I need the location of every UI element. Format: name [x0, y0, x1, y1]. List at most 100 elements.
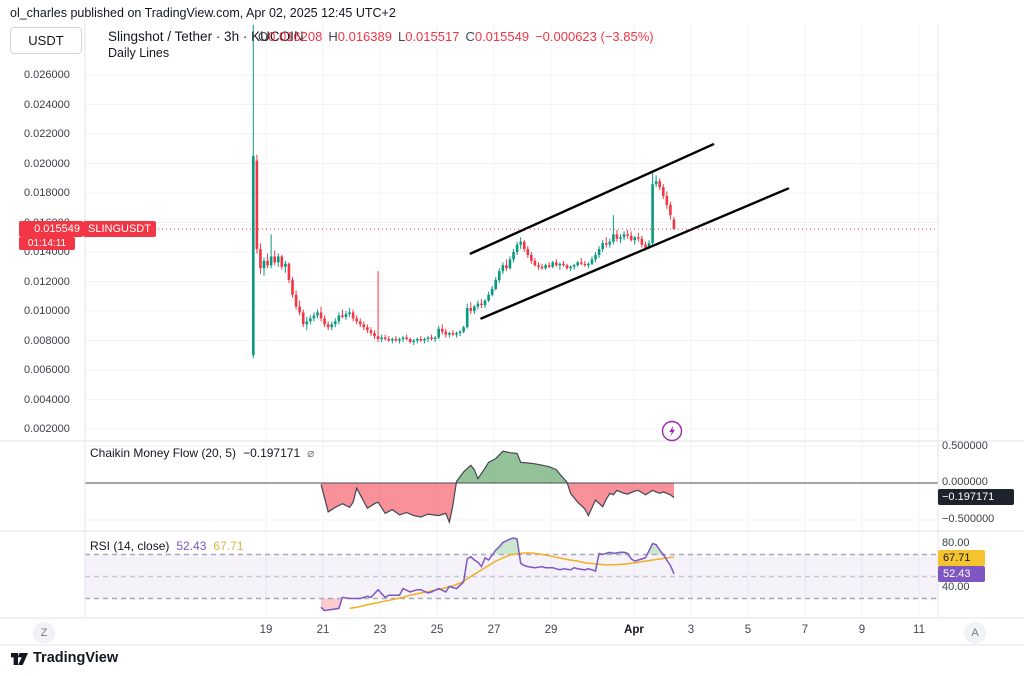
candle-body [348, 312, 351, 314]
candle-body [547, 265, 551, 267]
ohlc-readout: O0.016208 H0.016389 L0.015517 C0.015549 … [258, 29, 654, 44]
candle-body [544, 265, 547, 269]
rsi-ma-value: 67.71 [213, 539, 244, 553]
rsi-oversold-fill [321, 598, 343, 611]
candle-body [344, 313, 348, 317]
candle-body [530, 254, 533, 261]
timezone-button[interactable]: Z [33, 622, 55, 644]
candle-body [476, 303, 480, 307]
time-axis-label: 11 [913, 624, 925, 636]
time-axis-label: 19 [259, 624, 273, 636]
candle-body [458, 331, 462, 334]
candle-body [430, 337, 433, 340]
cmf-scale-zero: 0.000000 [942, 476, 988, 488]
candle-body [505, 265, 508, 269]
watermark-text: ol_charles published on TradingView.com,… [10, 6, 396, 20]
price-axis-label: 0.026000 [24, 69, 70, 81]
candle-body [394, 339, 398, 341]
candle-body [255, 160, 259, 250]
candle-body [597, 249, 601, 255]
close-label: C [465, 29, 475, 44]
chart-style-subtitle: Daily Lines [108, 46, 170, 60]
cmf-scale-high: 0.500000 [942, 440, 988, 452]
candle-body [276, 256, 280, 263]
cmf-value: −0.197171 [243, 446, 301, 460]
candle-body [423, 339, 426, 341]
symbol-currency-button[interactable]: USDT [10, 27, 82, 54]
candle-body [661, 187, 665, 196]
countdown-badge: 01:14:11 [19, 237, 75, 250]
rsi-title[interactable]: RSI (14, close) [90, 539, 170, 553]
candle-body [312, 315, 316, 319]
candle-body [494, 280, 498, 289]
candle-body [558, 263, 562, 266]
candle-body [273, 256, 276, 263]
candle-body [629, 235, 633, 241]
candle-body [533, 260, 537, 266]
candle-body [594, 254, 597, 260]
flash-marker-button[interactable] [661, 420, 683, 442]
candle-body [601, 243, 604, 250]
candle-body [319, 312, 323, 319]
candle-body [480, 303, 483, 306]
candle-body [301, 312, 305, 325]
price-axis-label: 0.008000 [24, 334, 70, 347]
cmf-negative-area [321, 483, 457, 523]
candle-body [323, 318, 326, 325]
time-axis-label: 25 [430, 624, 444, 636]
candle-body [448, 333, 451, 335]
candle-body [291, 280, 294, 295]
candle-body [269, 256, 273, 266]
candle-body [483, 300, 487, 306]
price-axis-label: 0.020000 [24, 157, 70, 170]
adjust-button[interactable]: A [964, 622, 986, 644]
high-label: H [328, 29, 338, 44]
rsi-ma-badge: 67.71 [938, 550, 985, 566]
candle-body [440, 328, 444, 332]
candle-body [626, 234, 629, 236]
candle-body [572, 265, 576, 267]
candle-body [644, 244, 647, 248]
open-label: O [258, 29, 269, 44]
price-axis-label: 0.018000 [24, 187, 70, 199]
symbol-title[interactable]: Slingshot / Tether · 3h · KUCOIN [108, 29, 304, 44]
candle-body [512, 252, 515, 260]
candle-body [654, 181, 658, 185]
candle-body [262, 260, 266, 269]
cmf-title[interactable]: Chaikin Money Flow (20, 5) [90, 446, 237, 460]
candle-body [587, 263, 590, 266]
candle-body [309, 318, 312, 322]
price-axis-label: 0.002000 [24, 423, 70, 435]
candle-body [333, 321, 337, 325]
rsi-scale-40: 40.00 [942, 581, 970, 593]
candle-body [358, 321, 362, 325]
candle-body [604, 243, 608, 245]
tradingview-logo-icon[interactable] [10, 652, 29, 671]
candle-body [515, 244, 519, 252]
candle-body [316, 312, 319, 316]
price-axis-label: 0.004000 [24, 393, 70, 406]
time-axis-label: 23 [373, 624, 387, 636]
cmf-hide-icon[interactable]: ⌀ [307, 446, 315, 460]
rsi-scale-80: 80.00 [942, 537, 970, 549]
candle-body [294, 294, 298, 307]
rsi-overbought-fill [647, 543, 664, 555]
candle-body [341, 315, 344, 317]
time-axis-label: 9 [858, 624, 866, 636]
candle-body [444, 331, 448, 335]
candle-body [387, 339, 391, 341]
time-axis-label: 3 [687, 624, 695, 636]
candle-body [330, 324, 334, 328]
candle-body [401, 337, 405, 340]
rsi-value-badge: 52.43 [938, 566, 985, 582]
high-value: 0.016389 [337, 29, 392, 44]
tradingview-brand-text[interactable]: TradingView [33, 650, 119, 666]
time-axis-label: 21 [316, 624, 330, 636]
trendline [469, 143, 715, 255]
candle-body [355, 318, 358, 322]
candle-body [391, 339, 394, 341]
low-label: L [397, 29, 406, 44]
cmf-negative-area [567, 483, 674, 516]
